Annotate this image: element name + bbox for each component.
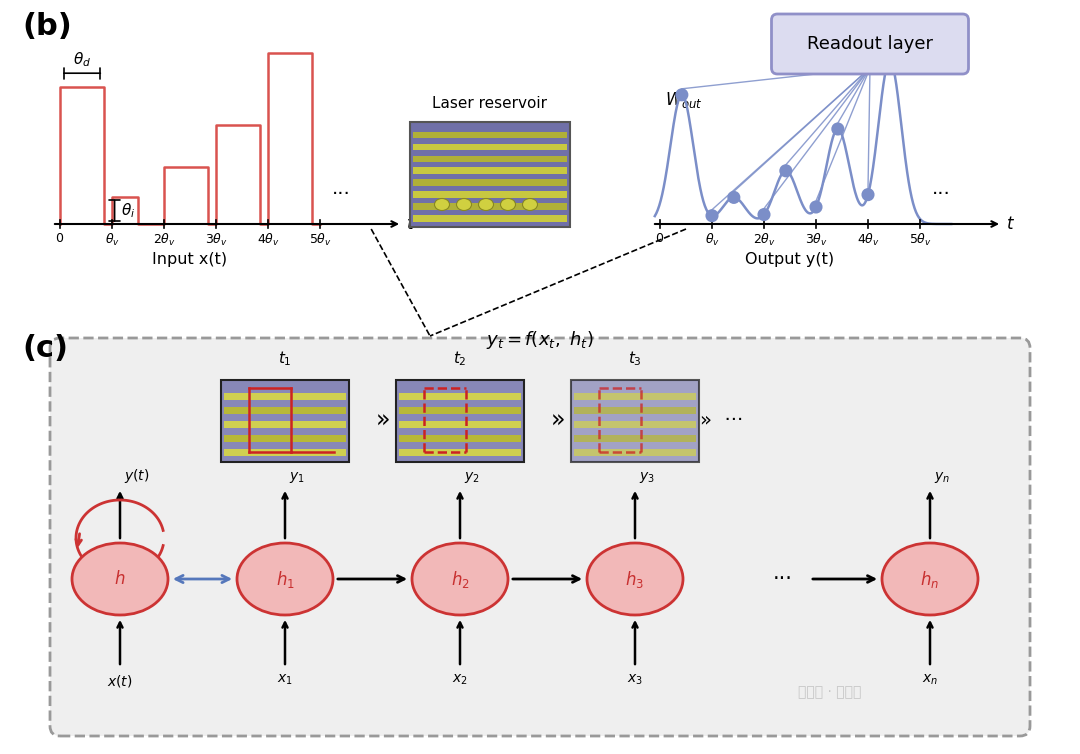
Bar	[224, 449, 346, 456]
Bar	[413, 132, 567, 139]
Text: $W_{out}$: $W_{out}$	[665, 90, 703, 110]
FancyBboxPatch shape	[50, 338, 1030, 736]
Text: $y_3$: $y_3$	[639, 470, 654, 485]
Text: Input x(t): Input x(t)	[152, 252, 228, 267]
Bar	[399, 421, 521, 428]
Bar	[413, 192, 567, 198]
Text: $x(t)$: $x(t)$	[107, 673, 133, 689]
Text: $3\theta_v$: $3\theta_v$	[805, 232, 827, 248]
Bar	[399, 407, 521, 414]
Bar	[224, 421, 346, 428]
Ellipse shape	[237, 543, 333, 615]
Bar	[413, 179, 567, 186]
Ellipse shape	[434, 198, 449, 210]
Text: $t_3$: $t_3$	[629, 349, 642, 368]
Bar	[413, 203, 567, 210]
Ellipse shape	[523, 198, 538, 210]
Text: $t_2$: $t_2$	[454, 349, 467, 368]
Text: $2\theta_v$: $2\theta_v$	[152, 232, 175, 248]
Bar	[399, 393, 521, 400]
Text: $x_3$: $x_3$	[627, 673, 643, 688]
Bar	[396, 380, 524, 462]
Ellipse shape	[411, 543, 508, 615]
Text: (c): (c)	[22, 334, 68, 363]
Text: $0$: $0$	[55, 232, 65, 245]
Bar	[410, 121, 570, 226]
Circle shape	[706, 210, 717, 221]
Bar	[573, 393, 696, 400]
Text: Laser reservoir: Laser reservoir	[432, 97, 548, 112]
Bar	[413, 167, 567, 174]
Text: $\theta_i$: $\theta_i$	[121, 201, 135, 220]
Bar	[413, 215, 567, 222]
Bar	[221, 380, 349, 462]
Text: $\theta_v$: $\theta_v$	[704, 232, 719, 248]
Ellipse shape	[500, 198, 515, 210]
Text: $5\theta_v$: $5\theta_v$	[908, 232, 931, 248]
Circle shape	[885, 55, 895, 66]
Circle shape	[863, 189, 874, 200]
Bar	[413, 144, 567, 150]
Text: $h_2$: $h_2$	[450, 569, 470, 590]
Ellipse shape	[72, 543, 168, 615]
Text: $x_2$: $x_2$	[453, 673, 468, 688]
Text: $y_2$: $y_2$	[464, 470, 480, 485]
Text: $y_t = f(x_t,\ h_t)$: $y_t = f(x_t,\ h_t)$	[486, 329, 594, 351]
Text: $t$: $t$	[1005, 215, 1015, 233]
Bar	[399, 449, 521, 456]
Bar	[571, 380, 699, 462]
Text: $\theta_d$: $\theta_d$	[73, 51, 91, 69]
Circle shape	[833, 124, 843, 134]
Ellipse shape	[457, 198, 472, 210]
Circle shape	[728, 192, 740, 203]
Text: »  ···: » ···	[700, 412, 743, 431]
Bar	[413, 155, 567, 162]
Text: $5\theta_v$: $5\theta_v$	[309, 232, 332, 248]
Bar	[573, 435, 696, 442]
Text: ···: ···	[332, 185, 350, 204]
Bar	[573, 449, 696, 456]
Text: (b): (b)	[22, 12, 71, 41]
Text: $x_1$: $x_1$	[278, 673, 293, 688]
Text: $0$: $0$	[656, 232, 664, 245]
Text: $4\theta_v$: $4\theta_v$	[257, 232, 280, 248]
Bar	[573, 421, 696, 428]
Bar	[224, 407, 346, 414]
Bar	[573, 407, 696, 414]
Circle shape	[758, 209, 769, 220]
Text: $h$: $h$	[114, 570, 125, 588]
Ellipse shape	[588, 543, 683, 615]
Text: $t_1$: $t_1$	[279, 349, 292, 368]
Text: $t$: $t$	[406, 215, 415, 233]
Text: $3\theta_v$: $3\theta_v$	[204, 232, 228, 248]
Circle shape	[676, 89, 687, 100]
Text: Readout layer: Readout layer	[807, 35, 933, 53]
Text: ···: ···	[931, 185, 950, 204]
Bar	[399, 435, 521, 442]
Text: 公众号 · 新智元: 公众号 · 新智元	[798, 685, 862, 699]
Text: »: »	[551, 409, 565, 433]
Text: $h_3$: $h_3$	[625, 569, 645, 590]
Text: $y(t)$: $y(t)$	[124, 467, 150, 485]
Circle shape	[781, 165, 792, 176]
Text: ···: ···	[773, 569, 793, 589]
Bar	[224, 393, 346, 400]
Text: $\theta_v$: $\theta_v$	[105, 232, 120, 248]
Text: $4\theta_v$: $4\theta_v$	[856, 232, 879, 248]
Ellipse shape	[478, 198, 494, 210]
Circle shape	[810, 201, 822, 213]
Text: $x_n$: $x_n$	[922, 673, 939, 688]
Text: $h_n$: $h_n$	[920, 569, 940, 590]
Bar	[224, 435, 346, 442]
FancyBboxPatch shape	[771, 14, 969, 74]
Text: »: »	[376, 409, 390, 433]
Text: Output y(t): Output y(t)	[745, 252, 835, 267]
Text: $y_1$: $y_1$	[289, 470, 305, 485]
Text: $y_n$: $y_n$	[934, 470, 950, 485]
Text: $2\theta_v$: $2\theta_v$	[753, 232, 775, 248]
Text: $h_1$: $h_1$	[275, 569, 295, 590]
Ellipse shape	[882, 543, 978, 615]
